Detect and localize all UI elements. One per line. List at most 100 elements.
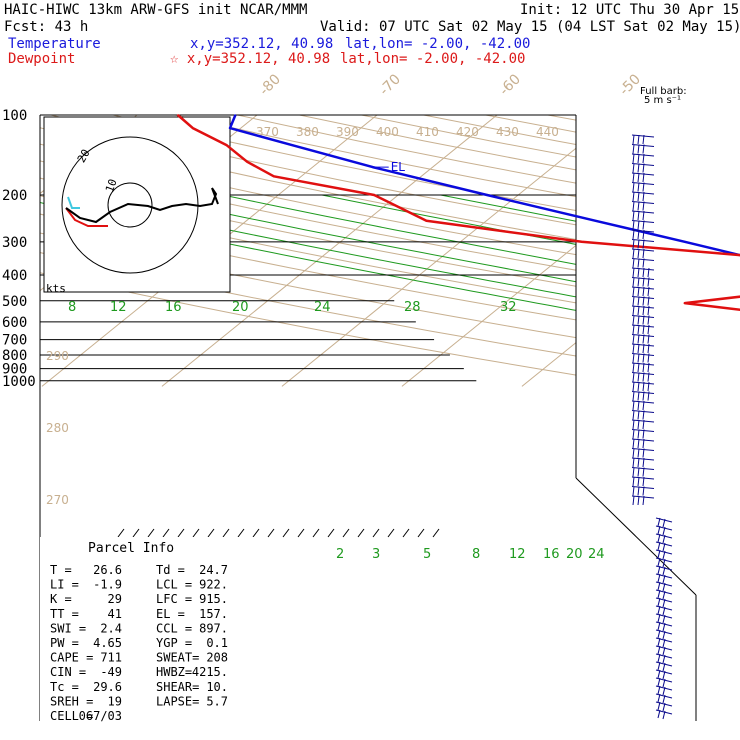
isotherm-label: -80 bbox=[257, 71, 284, 98]
wind-barb-feather bbox=[637, 495, 640, 506]
wind-barb bbox=[631, 258, 655, 261]
dry-adiabat-line bbox=[40, 160, 576, 271]
wind-barb bbox=[655, 685, 673, 691]
parcel-info-cell: 2.4 bbox=[100, 621, 122, 635]
init-time: Init: 12 UTC Thu 30 Apr 15 bbox=[520, 2, 739, 18]
freezing-hatch bbox=[177, 528, 185, 538]
freezing-hatch bbox=[222, 528, 230, 538]
wind-barb-feather bbox=[632, 495, 635, 506]
wind-barb-feather bbox=[642, 486, 645, 496]
wind-barb bbox=[631, 381, 655, 385]
wind-barb-feather bbox=[632, 248, 635, 259]
wind-barb-feather bbox=[642, 144, 645, 154]
wind-barb bbox=[631, 324, 655, 328]
wind-barb-feather bbox=[637, 201, 640, 211]
mixing-ratio-upper-label: 32 bbox=[500, 300, 517, 315]
pressure-tick-label: 300 bbox=[2, 235, 27, 251]
wind-barb-feather bbox=[637, 457, 640, 468]
wind-barb-feather bbox=[647, 343, 650, 354]
wind-barb-feather bbox=[662, 542, 666, 552]
wind-barb-feather bbox=[637, 229, 640, 240]
wind-barb-feather bbox=[637, 467, 640, 477]
dewpoint-legend-label: Dewpoint bbox=[8, 51, 75, 67]
freezing-hatch bbox=[252, 528, 260, 538]
wind-barb-feather bbox=[637, 448, 640, 458]
wind-barb bbox=[655, 605, 673, 611]
wind-barb-feather bbox=[632, 191, 635, 202]
wind-barb-feather bbox=[632, 334, 635, 344]
wind-barb-feather bbox=[637, 267, 640, 278]
freezing-hatch bbox=[432, 528, 440, 538]
wind-barb bbox=[631, 144, 655, 147]
dewpoint-point bbox=[226, 144, 228, 147]
wind-barb-feather bbox=[642, 400, 645, 411]
temperature-point bbox=[486, 194, 488, 196]
wind-barb-feather bbox=[657, 565, 661, 575]
parcel-info-cell: 5.7 bbox=[206, 694, 228, 708]
wind-barb-feather bbox=[642, 476, 645, 487]
background-lines bbox=[40, 115, 576, 387]
wind-barb bbox=[631, 486, 655, 489]
dry-adiabat-line bbox=[50, 115, 576, 226]
wind-barb bbox=[631, 286, 655, 290]
mixing-ratio-lower-label: 2 bbox=[336, 547, 344, 562]
dry-adiabat-line bbox=[40, 232, 576, 339]
wind-barb-feather bbox=[662, 534, 666, 544]
dry-adiabat-line bbox=[40, 252, 576, 357]
wind-barb-feather bbox=[632, 429, 635, 439]
dry-adiabat-line bbox=[40, 143, 576, 256]
valid-time: Valid: 07 UTC Sat 02 May 15 (04 LST Sat … bbox=[320, 19, 740, 35]
wind-barb bbox=[655, 565, 673, 571]
parcel-info-cell: 922. bbox=[199, 578, 228, 592]
wind-barb bbox=[655, 677, 673, 683]
wind-barb-feather bbox=[642, 258, 645, 268]
wind-barb bbox=[631, 334, 655, 337]
wind-barb-feather bbox=[642, 210, 645, 221]
parcel-info-cell: 897. bbox=[199, 621, 228, 635]
moist-adiabat-line bbox=[40, 202, 576, 311]
parcel-info-cell: 157. bbox=[199, 607, 228, 621]
freezing-hatch bbox=[312, 528, 320, 538]
wind-barb-feather bbox=[642, 438, 645, 449]
wind-barb-feather bbox=[637, 438, 640, 449]
dewpoint-profile-line bbox=[176, 114, 740, 312]
freezing-hatch bbox=[297, 528, 305, 538]
wind-barb-feather bbox=[642, 495, 645, 506]
wind-barb bbox=[631, 410, 655, 413]
wind-barb-feather bbox=[637, 381, 640, 392]
theta-label: 430 bbox=[496, 125, 519, 139]
wind-barb-feather bbox=[637, 305, 640, 316]
mixing-ratio-lower-label: 16 bbox=[543, 547, 560, 562]
parcel-info-cell: Tc = bbox=[50, 680, 79, 694]
wind-barb-feather bbox=[662, 518, 666, 528]
hodo-trace-cyan bbox=[67, 196, 80, 209]
hodo-units-label: kts bbox=[46, 282, 66, 295]
wind-barb-feather bbox=[642, 362, 645, 373]
wind-barb bbox=[655, 581, 673, 587]
parcel-info-cell: YGP = bbox=[156, 636, 192, 650]
wind-barb-feather bbox=[657, 669, 661, 679]
hodo-trace-black bbox=[65, 187, 219, 224]
wind-barb-feather bbox=[647, 362, 650, 373]
parcel-info-cell: SHEAR= bbox=[156, 680, 199, 694]
wind-barb-feather bbox=[657, 693, 661, 703]
temperature-point bbox=[594, 220, 597, 222]
wind-barb-feather bbox=[632, 153, 635, 164]
wind-barb-feather bbox=[657, 573, 661, 583]
wind-barb-feather bbox=[662, 646, 666, 656]
wind-barb-feather bbox=[662, 702, 666, 712]
wind-barb bbox=[631, 305, 655, 309]
wind-barb-feather bbox=[642, 315, 645, 325]
wind-barb-feather bbox=[632, 486, 635, 496]
parcel-info-cell: 19 bbox=[108, 694, 122, 708]
wind-barb-feather bbox=[632, 448, 635, 458]
wind-barb bbox=[655, 517, 673, 523]
wind-barb-feather bbox=[632, 277, 635, 287]
wind-barb bbox=[655, 573, 673, 579]
wind-barb-feather bbox=[632, 438, 635, 449]
wind-barb-feather bbox=[662, 694, 666, 704]
wind-barb bbox=[655, 533, 673, 539]
wind-barb-feather bbox=[637, 353, 640, 363]
theta-side-label: 280 bbox=[46, 421, 69, 435]
wind-barb-feather bbox=[642, 267, 645, 278]
